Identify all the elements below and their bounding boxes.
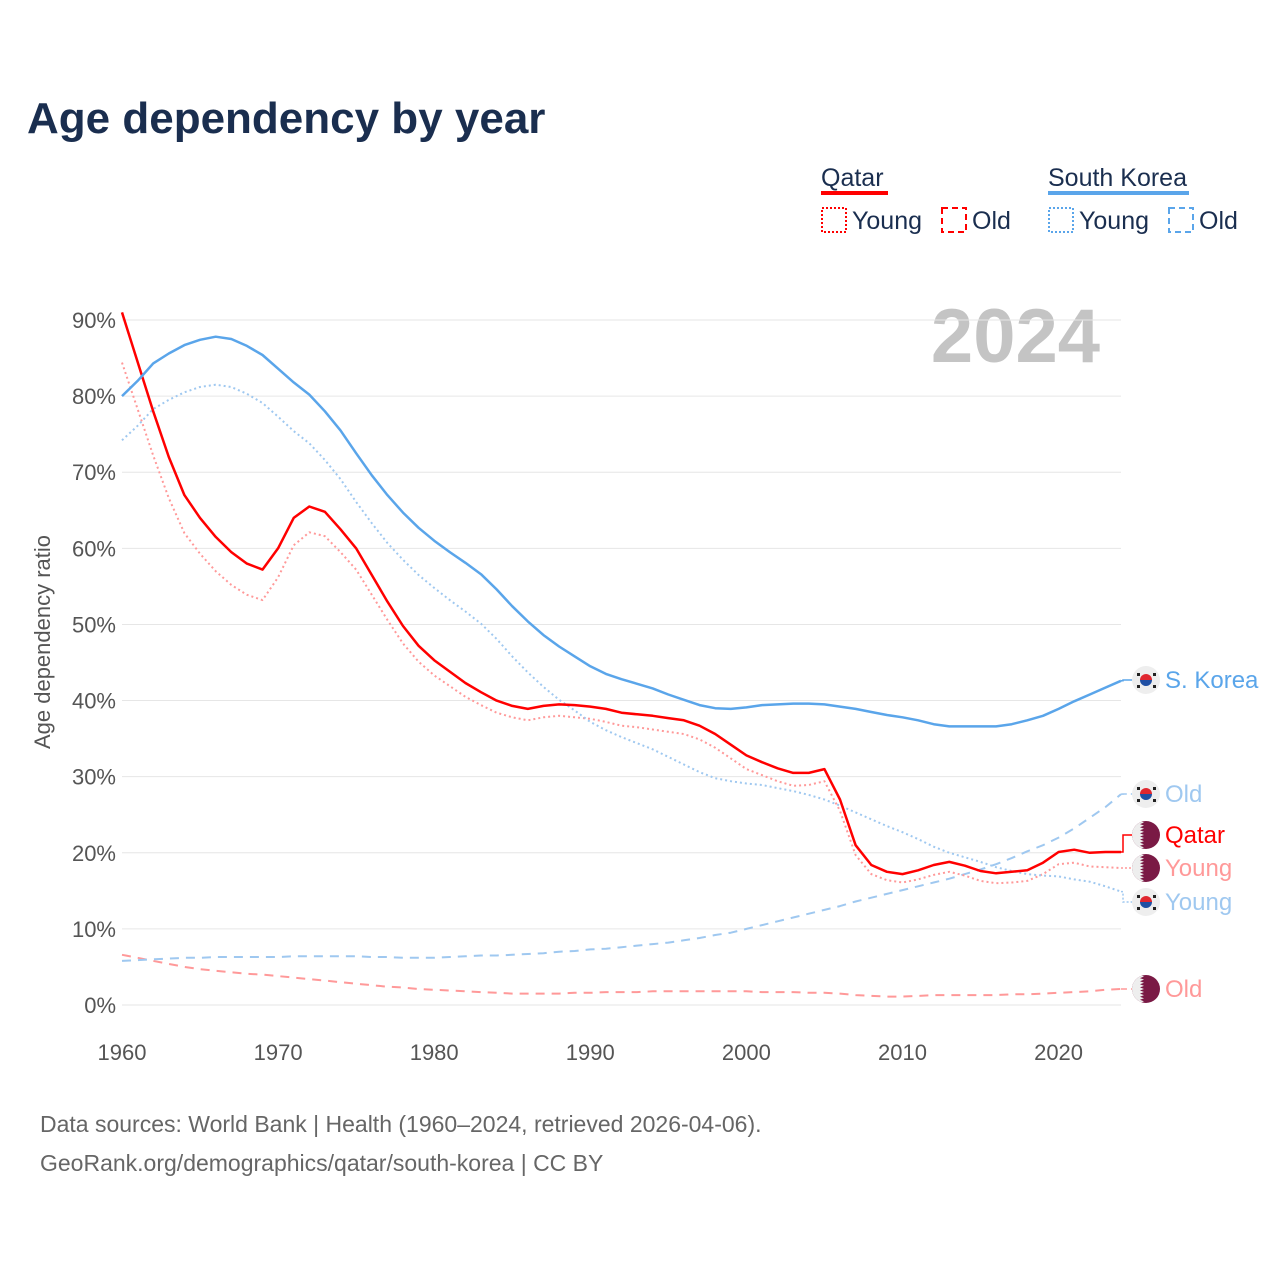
x-axis-ticks: 1960 1970 1980 1990 2000 2010 2020 <box>98 1040 1084 1065</box>
end-label-south-korea-old: Old <box>1165 781 1202 808</box>
x-tick-label: 2020 <box>1034 1040 1083 1065</box>
series-line-qatar <box>120 312 1121 876</box>
x-tick-label: 2000 <box>722 1040 771 1065</box>
legend-qatar-label: Qatar <box>821 164 884 192</box>
qatar-flag-icon <box>1132 854 1160 882</box>
end-label-south-korea-young: Young <box>1165 889 1232 916</box>
y-tick-label: 80% <box>72 384 116 409</box>
end-label-connector <box>1121 679 1133 682</box>
legend-qatar-old-label: Old <box>972 207 1011 235</box>
footer-sources: Data sources: World Bank | Health (1960–… <box>40 1111 762 1137</box>
series-line-qatar-young <box>121 362 1122 885</box>
x-tick-label: 1970 <box>254 1040 303 1065</box>
y-tick-label: 10% <box>72 917 116 942</box>
legend-group-qatar[interactable]: Qatar Young Old <box>821 164 1011 235</box>
y-tick-label: 60% <box>72 536 116 561</box>
y-tick-label: 30% <box>72 765 116 790</box>
chart-title: Age dependency by year <box>27 94 545 143</box>
y-tick-label: 0% <box>84 993 116 1018</box>
korea-flag-icon <box>1132 888 1160 916</box>
korea-flag-icon <box>1132 780 1160 808</box>
legend-group-south-korea[interactable]: South Korea Young Old <box>1048 164 1238 235</box>
y-tick-label: 20% <box>72 841 116 866</box>
y-tick-label: 90% <box>72 308 116 333</box>
legend-korea-young-swatch <box>1048 207 1074 233</box>
gridlines <box>122 319 1121 1006</box>
y-tick-label: 50% <box>72 612 116 637</box>
legend-korea-old-swatch <box>1168 207 1194 233</box>
end-label-qatar: Qatar <box>1165 822 1225 849</box>
qatar-flag-icon <box>1132 975 1160 1003</box>
korea-flag-icon <box>1132 666 1160 694</box>
end-label-connector <box>1121 890 1133 903</box>
legend-korea-swatch <box>1048 191 1189 195</box>
y-axis-ticks: 0% 10% 20% 30% 40% 50% 60% 70% 80% 90% <box>72 308 116 1018</box>
end-labels: S. Korea Old Qatar Young Young Old <box>1121 666 1259 1003</box>
x-tick-label: 1980 <box>410 1040 459 1065</box>
legend-korea-old-label: Old <box>1199 207 1238 235</box>
legend-korea-label: South Korea <box>1048 164 1187 192</box>
y-tick-label: 40% <box>72 689 116 714</box>
current-year-watermark: 2024 <box>931 294 1100 379</box>
legend-qatar-young-swatch <box>821 207 847 233</box>
x-tick-label: 1960 <box>98 1040 147 1065</box>
y-axis-label: Age dependency ratio <box>30 535 55 749</box>
end-label-qatar-young: Young <box>1165 855 1232 882</box>
y-tick-label: 70% <box>72 460 116 485</box>
legend-qatar-young-label: Young <box>852 207 922 235</box>
end-label-connector <box>1121 834 1133 853</box>
legend: Qatar Young Old South Korea Young Old <box>821 164 1238 235</box>
footer-link[interactable]: GeoRank.org/demographics/qatar/south-kor… <box>40 1150 603 1176</box>
legend-korea-young-label: Young <box>1079 207 1149 235</box>
end-label-south-korea: S. Korea <box>1165 667 1259 694</box>
series-line-south-korea-young <box>121 383 1122 893</box>
end-label-qatar-old: Old <box>1165 976 1202 1003</box>
series-line-qatar-old <box>121 953 1122 998</box>
legend-qatar-old-swatch <box>941 207 967 233</box>
series-line-south-korea <box>121 335 1122 728</box>
series-line-south-korea-old <box>121 793 1122 962</box>
x-tick-label: 2010 <box>878 1040 927 1065</box>
series-lines <box>120 312 1122 998</box>
legend-qatar-swatch <box>821 191 888 195</box>
x-tick-label: 1990 <box>566 1040 615 1065</box>
qatar-flag-icon <box>1132 821 1160 849</box>
